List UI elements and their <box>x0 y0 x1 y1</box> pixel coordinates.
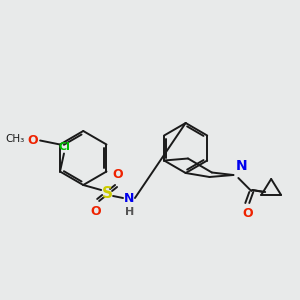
Text: S: S <box>102 185 112 200</box>
Text: N: N <box>124 193 134 206</box>
Text: O: O <box>28 134 38 147</box>
Text: O: O <box>242 207 253 220</box>
Text: O: O <box>91 205 101 218</box>
Text: H: H <box>125 207 135 217</box>
Text: Cl: Cl <box>58 142 70 152</box>
Text: O: O <box>113 168 123 181</box>
Text: N: N <box>236 159 247 173</box>
Text: CH₃: CH₃ <box>5 134 24 143</box>
